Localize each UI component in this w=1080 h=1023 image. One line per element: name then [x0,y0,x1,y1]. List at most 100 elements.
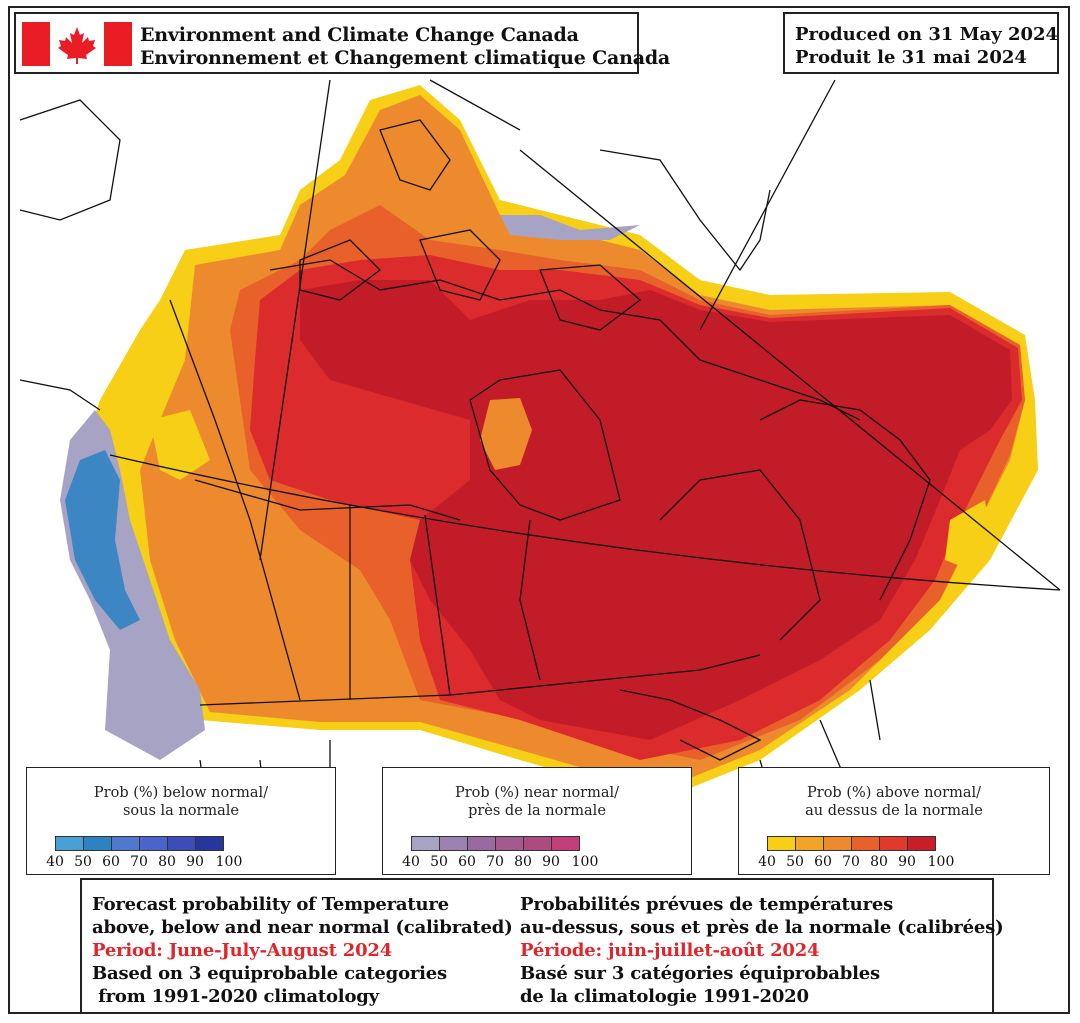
legend-near-tick: 90 [542,854,560,870]
legend-below-swatch [195,836,224,851]
greenland-coast [599,149,771,272]
bc-alberta-border [169,299,301,701]
legend-near-tick: 40 [402,854,420,870]
region-near-normal-lavender-north [500,215,640,240]
region-orange-hudson-pocket [480,398,532,470]
legend-below-ticks: 40 50 60 70 80 90 100 [41,854,249,870]
legend-above-subtitle: au dessus de la normale [805,803,983,819]
legend-below-swatch [83,836,112,851]
manitoba-ontario-border [519,519,541,681]
legend-above-tick: 60 [814,854,832,870]
legend-above-tick: 100 [927,854,955,870]
region-yellow-atlantic [945,500,990,570]
probability-regions [60,85,1038,800]
grid-line-northeast [519,149,1061,591]
legend-near-swatch [467,836,496,851]
forecast-info-box: Forecast probability of Temperature abov… [80,878,1004,1014]
legend-above-tick: 90 [898,854,916,870]
legend-near-title: Prob (%) near normal/ [454,785,620,801]
legend-below-normal: Prob (%) below normal/ sous la normale 4… [26,767,336,875]
info-en-line-2: above, below and near normal (calibrated… [92,917,513,938]
legend-above-title: Prob (%) above normal/ [807,785,981,801]
legend-near-tick: 70 [486,854,504,870]
legend-near-swatches [411,836,580,852]
quebec-interior [659,469,821,641]
legend-near-swatch [411,836,440,851]
legend-above-normal: Prob (%) above normal/ au dessus de la n… [738,767,1050,875]
legend-below-subtitle: sous la normale [122,803,240,819]
legend-below-title: Prob (%) below normal/ [93,785,269,801]
legend-below-swatch [111,836,140,851]
legend-below-swatches [55,836,224,852]
latitude-arc [109,454,1061,591]
info-fr-period: Période: juin-juillet-août 2024 [520,940,820,961]
legend-near-swatch [523,836,552,851]
agency-name-french: Environnement et Changement climatique C… [140,47,671,69]
agency-header: Environment and Climate Change Canada En… [14,12,670,74]
info-fr-line-5: de la climatologie 1991-2020 [520,986,809,1007]
produced-date-english: Produced on 31 May 2024 [795,24,1059,45]
produced-date-french: Produit le 31 mai 2024 [795,47,1027,68]
legend-below-swatch [55,836,84,851]
longitude-west [259,79,331,561]
great-lakes [619,689,762,761]
info-en-line-4: Based on 3 equiprobable categories [92,963,447,984]
info-fr-line-1: Probabilités prévues de températures [520,894,894,915]
info-fr-line-2: au-dessus, sous et près de la normale (c… [520,917,1004,938]
legend-near-tick: 80 [514,854,532,870]
agency-name-english: Environment and Climate Change Canada [140,24,579,46]
info-en-line-1: Forecast probability of Temperature [92,894,449,915]
legend-near-swatch [495,836,524,851]
sask-manitoba-border [424,514,451,696]
legend-near-swatch [439,836,468,851]
hudson-bay-coast [469,369,621,521]
legend-below-tick: 40 [46,854,64,870]
legend-above-tick: 50 [786,854,804,870]
info-en-period: Period: June-July-August 2024 [92,940,393,961]
legend-near-swatch [551,836,580,851]
arctic-islands-2 [299,239,381,301]
legend-near-normal: Prob (%) near normal/ près de la normale… [382,767,692,875]
canada-flag-icon [22,22,132,66]
alaska-south [19,379,101,411]
arctic-islands-3 [419,229,501,301]
produced-date-box: Produced on 31 May 2024 Produit le 31 ma… [783,12,1059,74]
legend-above-swatches [767,836,936,852]
legend-above-swatch [879,836,908,851]
legend-below-tick: 80 [158,854,176,870]
legend-near-tick: 100 [571,854,599,870]
legend-below-tick: 70 [130,854,148,870]
legend-near-tick: 50 [430,854,448,870]
legend-below-swatch [167,836,196,851]
alaska-coast [19,99,121,221]
labrador-coast [759,399,931,601]
region-below-normal-blue [65,450,140,630]
territory-border [194,479,461,521]
boundary-lines [19,79,1061,860]
legend-below-tick: 100 [215,854,243,870]
us-border [199,654,761,706]
arctic-islands-1 [379,119,451,191]
legend-above-swatch [851,836,880,851]
legend-above-ticks: 40 50 60 70 80 90 100 [753,854,961,870]
info-en-line-5: from 1991-2020 climatology [92,986,379,1007]
arctic-islands-4 [539,264,642,331]
legend-near-subtitle: près de la normale [468,803,606,819]
legend-above-swatch [823,836,852,851]
legend-above-tick: 80 [870,854,888,870]
legend-above-swatch [767,836,796,851]
info-fr-line-4: Basé sur 3 catégories équiprobables [520,963,880,984]
legend-above-tick: 70 [842,854,860,870]
legend-near-tick: 60 [458,854,476,870]
legend-below-tick: 50 [74,854,92,870]
legend-above-tick: 40 [758,854,776,870]
grid-line-north [429,79,521,131]
legend-below-tick: 60 [102,854,120,870]
legend-above-swatch [907,836,936,851]
legend-near-ticks: 40 50 60 70 80 90 100 [397,854,605,870]
region-yellow-yukon-pocket [150,410,210,480]
legend-below-swatch [139,836,168,851]
north-coast [269,259,861,421]
